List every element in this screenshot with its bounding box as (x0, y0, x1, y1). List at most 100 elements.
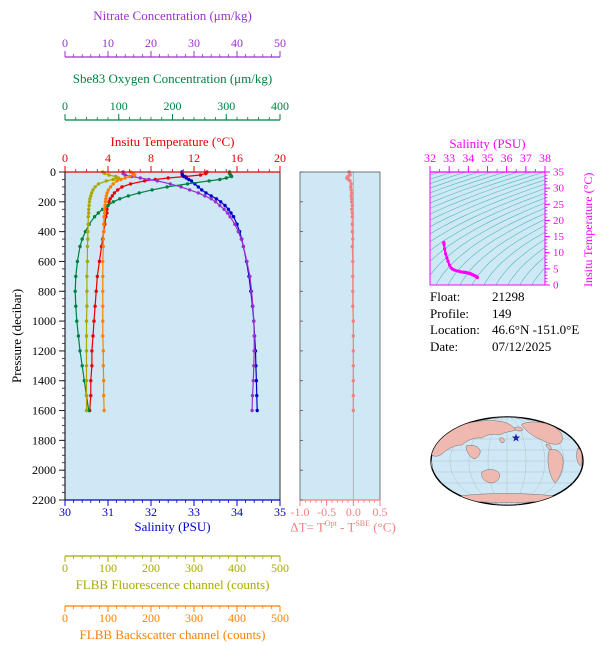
map-north-america (521, 421, 563, 445)
tick-label: 0 (62, 611, 68, 625)
tick-label: 300 (185, 611, 203, 625)
isopycnal-contour (430, 188, 545, 243)
map-japan (499, 437, 505, 443)
tick-label: 0 (553, 280, 559, 292)
profile-row: Profile: 149 (430, 306, 579, 323)
isopycnal-contour (471, 225, 545, 285)
float-location-marker (511, 433, 521, 442)
location-row: Location: 46.6°N -151.0°E (430, 322, 579, 339)
nitrate-axis-title: Nitrate Concentration (μm/kg) (93, 8, 252, 23)
tick-label: 5 (553, 263, 559, 275)
isopycnal-contour (430, 197, 545, 262)
tick-label: 100 (99, 561, 117, 575)
float-id-value: 21298 (492, 289, 525, 304)
tick-label: 0 (50, 165, 56, 179)
tick-label: 25 (553, 199, 565, 211)
tick-label: 2200 (32, 493, 56, 507)
oxygen-axis-title: Sbe83 Oxygen Concentration (μm/kg) (72, 71, 273, 86)
profile-label: Profile: (430, 305, 469, 321)
tick-label: 400 (38, 225, 56, 239)
tick-label: 30 (59, 505, 71, 519)
tick-label: 0 (62, 36, 68, 50)
map-south-america (547, 449, 564, 484)
isopycnal-contour (430, 172, 505, 199)
isopycnal-contours (430, 172, 545, 285)
profile-value: 149 (492, 305, 512, 321)
tick-label: 0.5 (373, 505, 388, 519)
tick-label: 37 (520, 151, 532, 165)
tick-label: 40 (231, 36, 243, 50)
date-value: 07/12/2025 (492, 338, 552, 354)
map-alaska (513, 426, 524, 432)
delta-plot-area (300, 172, 380, 500)
pressure-axis: 0 200 400 600 800 1000 1200 1400 1600 1800 2000 220… (32, 165, 66, 507)
nitrate-profile-markers (121, 170, 256, 413)
tick-label: 34 (231, 505, 243, 519)
tick-label: 0 (62, 99, 68, 113)
tick-label: 0 (62, 151, 68, 165)
tick-label: 20 (553, 215, 565, 227)
tick-label: 1800 (32, 433, 56, 447)
delta-label-post: (°C) (370, 519, 396, 535)
tick-label: 400 (228, 611, 246, 625)
tick-label: 400 (228, 561, 246, 575)
tick-label: 100 (99, 611, 117, 625)
isopycnal-contour (430, 172, 545, 215)
tick-label: 200 (164, 99, 182, 113)
tick-label: 20 (274, 151, 286, 165)
tick-label: 35 (482, 151, 494, 165)
tick-label: 1600 (32, 404, 56, 418)
tick-label: 200 (142, 611, 160, 625)
tick-label: 12 (188, 151, 200, 165)
ts-plot-area (430, 172, 545, 285)
float-info-block: Float: 21298 Profile: 149 Location: 46.6°N … (430, 289, 579, 355)
isopycnal-contour (519, 256, 545, 285)
ts-salinity-label: Salinity (PSU) (449, 136, 526, 151)
main-plot-area (65, 172, 280, 500)
tick-label: 200 (38, 195, 56, 209)
tick-label: 32 (145, 505, 157, 519)
isopycnal-contour (430, 172, 492, 194)
map-southeast-asia (465, 445, 481, 460)
isopycnal-contour (430, 172, 532, 209)
tick-label: 16 (231, 151, 243, 165)
temperature-axis-title: Insitu Temperature (°C) (110, 134, 235, 149)
salinity-axis-label: Salinity (PSU) (134, 519, 211, 534)
tick-label: 15 (553, 231, 565, 243)
salinity-axis: 30 31 32 33 34 35 (59, 499, 286, 519)
tick-label: 20 (145, 36, 157, 50)
delta-pressure-ticks (300, 171, 303, 501)
fluorescence-axis-label: FLBB Fluorescence channel (counts) (75, 577, 270, 592)
tick-label: 35 (274, 505, 286, 519)
tick-label: 0 (62, 561, 68, 575)
map-australia (481, 469, 500, 484)
tick-label: 800 (38, 284, 56, 298)
fluorescence-axis: 0 100 200 300 400 500 (62, 555, 289, 575)
tick-label: 2000 (32, 463, 56, 477)
tick-label: 38 (539, 151, 551, 165)
isopycnal-contour (507, 247, 545, 285)
location-label: Location: (430, 322, 480, 337)
nitrate-axis: 0 10 20 30 40 50 (62, 36, 286, 58)
tick-label: -0.5 (317, 505, 336, 519)
isopycnal-contour (430, 202, 545, 276)
isopycnal-contour (495, 239, 545, 285)
isopycnal-contour (430, 183, 545, 235)
world-map (430, 416, 584, 506)
backscatter-axis: 0 100 200 300 400 500 (62, 605, 289, 625)
delta-label-mid: - T (336, 519, 356, 535)
tick-label: 31 (102, 505, 114, 519)
tick-label: -1.0 (291, 505, 310, 519)
delta-t-axis: -1.0 -0.5 0.0 0.5 (291, 499, 388, 519)
backscatter-profile-markers (101, 170, 137, 413)
temperature-axis: 0 4 8 12 16 20 (62, 151, 286, 173)
date-row: Date: 07/12/2025 (430, 339, 579, 356)
tick-label: 32 (424, 151, 436, 165)
delta-t-axis-label: ΔT= TOpt - TSBE (°C) (278, 519, 408, 535)
tick-label: 35 (553, 167, 565, 179)
tick-label: 10 (102, 36, 114, 50)
tick-label: 50 (274, 36, 286, 50)
tick-label: 4 (105, 151, 111, 165)
tick-label: 33 (443, 151, 455, 165)
